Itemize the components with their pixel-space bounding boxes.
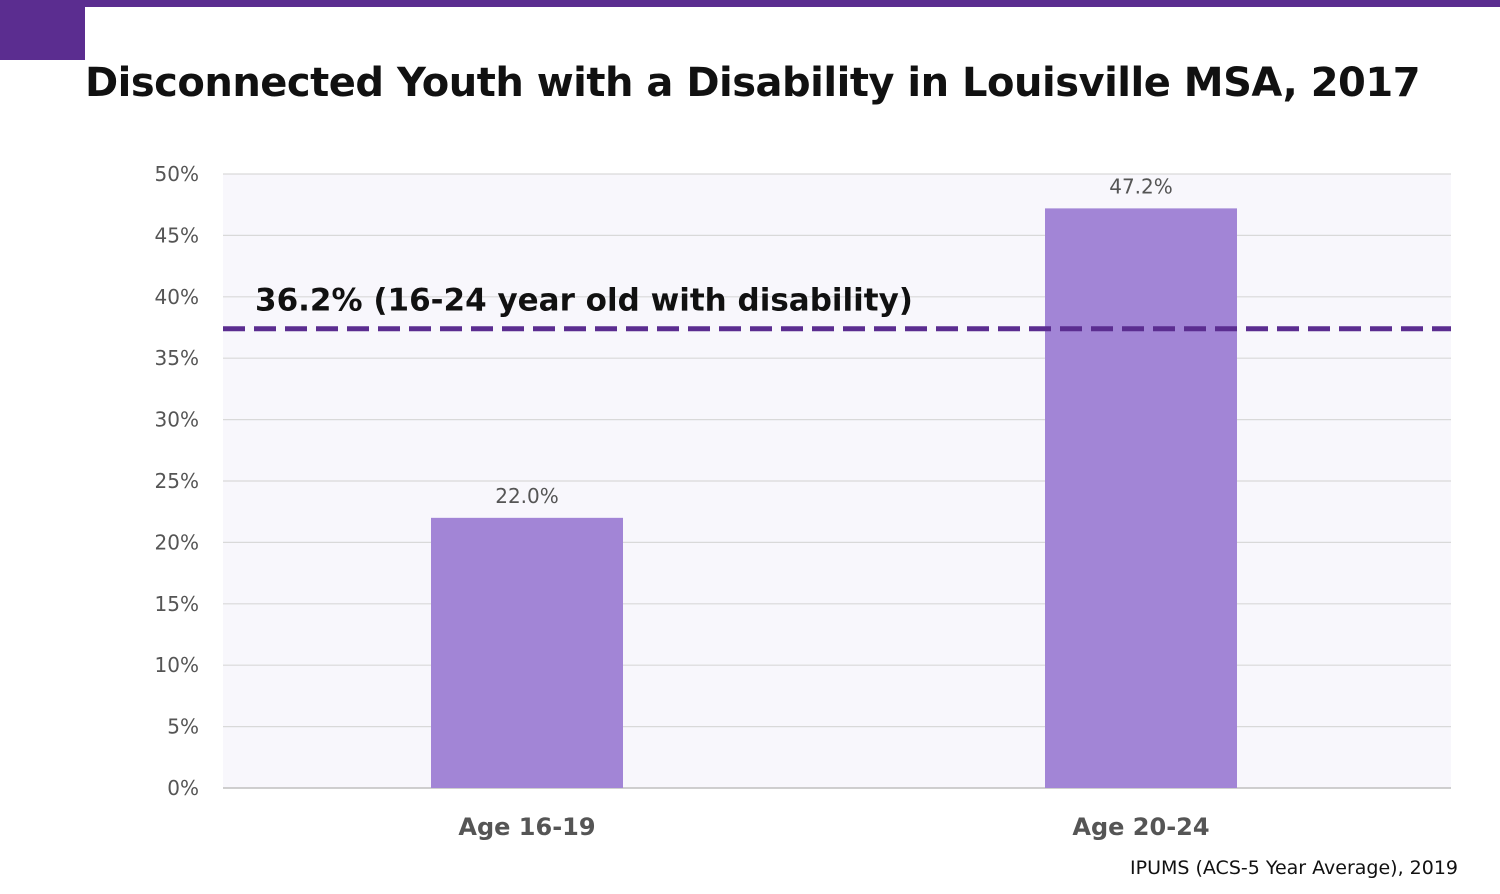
y-tick-label: 5% (167, 715, 199, 739)
top-accent-bar (0, 0, 1500, 7)
y-tick-label: 20% (155, 530, 199, 554)
y-tick-label: 50% (155, 162, 199, 186)
y-tick-label: 10% (155, 653, 199, 677)
y-tick-label: 0% (167, 776, 199, 800)
category-label: Age 16-19 (458, 813, 595, 841)
y-tick-label: 15% (155, 592, 199, 616)
bar (431, 517, 623, 788)
y-tick-label: 25% (155, 469, 199, 493)
y-tick-label: 35% (155, 346, 199, 370)
data-label: 47.2% (1109, 174, 1173, 198)
bar (1045, 208, 1237, 788)
y-tick-label: 30% (155, 408, 199, 432)
corner-accent-block (0, 0, 85, 60)
category-label: Age 20-24 (1072, 813, 1209, 841)
y-tick-label: 40% (155, 285, 199, 309)
data-label: 22.0% (495, 484, 559, 508)
source-note: IPUMS (ACS-5 Year Average), 2019 (1130, 857, 1458, 879)
reference-line-label: 36.2% (16-24 year old with disability) (255, 283, 913, 319)
chart-title: Disconnected Youth with a Disability in … (84, 60, 1421, 106)
y-tick-label: 45% (155, 223, 199, 247)
